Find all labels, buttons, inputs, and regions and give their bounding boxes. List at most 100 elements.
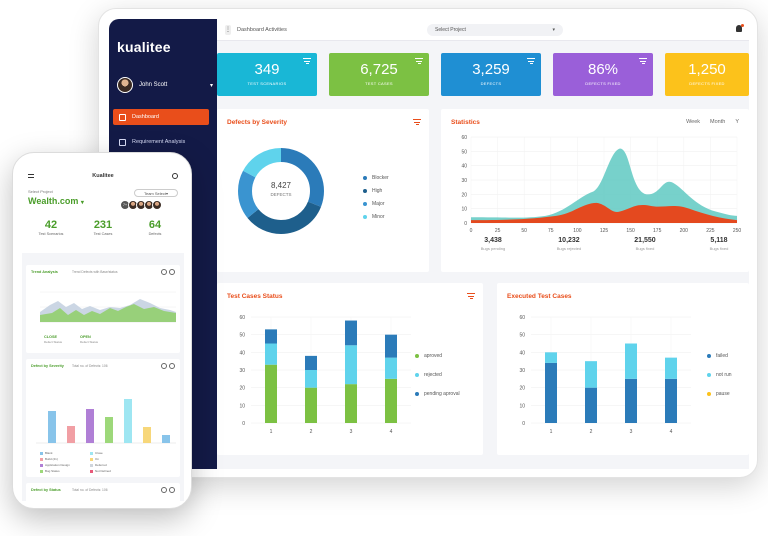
stat-card-defects-fixed[interactable]: 86% Defects Fixed	[553, 53, 653, 96]
brand-logo: kualitee	[117, 39, 171, 55]
sev-legend-item: Build (21)	[40, 457, 58, 461]
dashboard-icon	[119, 113, 126, 121]
metric-value: 42	[44, 219, 58, 231]
donut-center: 8,427 DEFECTS	[261, 181, 301, 197]
metric-value: 231	[93, 219, 113, 231]
x-tick-label: 200	[680, 228, 689, 234]
legend-label: Application Design	[45, 463, 70, 467]
bar-segment	[385, 378, 397, 423]
metric-test-scenarios[interactable]: 42 Test Scenarios	[26, 219, 76, 236]
team-avatars: 7+	[120, 200, 162, 210]
x-tick-label: 0	[470, 228, 473, 234]
stat-label: Defects Fixed	[689, 81, 725, 86]
minus-icon[interactable]	[161, 363, 167, 369]
test-status-panel: Test Cases Status 0 10 20 30 40 50 60 1 2 3 4 apro…	[217, 283, 483, 455]
stat-footer-value: 5,118	[710, 237, 728, 244]
filter-icon[interactable]	[527, 58, 535, 64]
tab-year[interactable]: Y	[735, 119, 739, 125]
main-area: ⋮ Dashboard Activities Select Project ▾ …	[217, 19, 749, 469]
y-tick-label: 30	[461, 178, 467, 184]
legend-swatch	[40, 469, 43, 473]
bar-segment	[305, 370, 317, 388]
metric-test-cases[interactable]: 231 Test Cases	[78, 219, 128, 236]
stat-card-test-scenarios[interactable]: 349 Test Scenarios	[217, 53, 317, 96]
legend-swatch	[90, 451, 93, 455]
more-icon[interactable]: ⋮	[225, 24, 231, 35]
project-select[interactable]: Select Project ▾	[427, 24, 563, 36]
legend-label: Close	[95, 451, 103, 455]
x-tick-label: 3	[630, 429, 633, 435]
bar-segment	[545, 352, 557, 363]
card-subtitle: Total no. of Defects: 106	[72, 488, 108, 492]
tab-week[interactable]: Week	[686, 119, 701, 125]
bar-segment	[665, 378, 677, 423]
filter-icon[interactable]	[415, 58, 423, 64]
bar	[162, 435, 170, 443]
x-tick-label: 2	[590, 429, 593, 435]
minus-icon[interactable]	[161, 269, 167, 275]
sidebar-item-dashboard[interactable]: Dashboard	[113, 109, 209, 125]
card-actions	[161, 487, 175, 493]
hamburger-icon[interactable]	[28, 174, 34, 178]
legend-label: failed	[716, 353, 728, 359]
stat-card-test-cases[interactable]: 6,725 Test Cases	[329, 53, 429, 96]
stat-footer-item: 3,438 Bugs pending	[463, 237, 523, 251]
stat-footer-label: Bugs rejected	[556, 246, 582, 251]
metric-defects[interactable]: 64 Defects	[130, 219, 180, 236]
user-menu[interactable]: John Scott ▾	[117, 77, 213, 93]
legend-label: Blocker	[372, 175, 389, 181]
panel-title: Defects by Severity	[227, 119, 287, 126]
y-tick-label: 60	[461, 135, 467, 141]
stat-value: 3,259	[472, 61, 510, 78]
filter-icon[interactable]	[303, 58, 311, 64]
project-name[interactable]: Wealth.com ▾	[28, 196, 84, 206]
sidebar-item-requirement-analysis[interactable]: Requirement Analysis	[113, 134, 209, 150]
legend-rejected: rejected	[415, 372, 442, 378]
x-tick-label: 150	[626, 228, 635, 234]
stat-card-defects-fixed-2[interactable]: 1,250 Defects Fixed	[665, 53, 749, 96]
area-series-teal	[471, 148, 737, 223]
legend-label: pause	[716, 391, 730, 397]
clock-icon[interactable]	[172, 173, 178, 179]
x-tick-label: 25	[495, 228, 501, 234]
sev-legend-item: Not Defined	[90, 469, 111, 473]
filter-icon[interactable]	[413, 119, 421, 125]
filter-icon[interactable]	[639, 58, 647, 64]
close-icon[interactable]	[169, 269, 175, 275]
stat-label: Defects Fixed	[585, 81, 621, 86]
phone-status-card: Defect by Status Total no. of Defects: 1…	[26, 483, 180, 501]
phone-topbar: Kualitee	[22, 169, 184, 183]
y-tick-label: 40	[239, 350, 245, 356]
legend-label: Bug Status	[45, 469, 60, 473]
team-select[interactable]: Team Select ▾	[134, 189, 178, 197]
stat-card-defects[interactable]: 3,259 Defects	[441, 53, 541, 96]
user-name: John Scott	[139, 82, 168, 88]
bell-icon[interactable]	[735, 24, 744, 34]
y-tick-label: 0	[242, 421, 245, 427]
x-tick-label: 175	[653, 228, 662, 234]
minus-icon[interactable]	[161, 487, 167, 493]
legend-dot	[415, 354, 419, 358]
sev-legend-item: Deferred	[90, 463, 107, 467]
legend-dot	[707, 373, 711, 377]
bar	[105, 417, 113, 443]
donut-total: 8,427	[270, 181, 292, 190]
close-icon[interactable]	[169, 487, 175, 493]
filter-icon[interactable]	[467, 293, 475, 299]
bar	[86, 409, 94, 443]
legend-label: Build (21)	[45, 457, 58, 461]
legend-label: Blank	[45, 451, 53, 455]
sev-legend-item: Bug Status	[40, 469, 60, 473]
card-title: Defect by Status	[31, 488, 61, 492]
legend-label: pending aproval	[424, 391, 460, 397]
y-tick-label: 60	[519, 315, 525, 321]
bar	[124, 399, 132, 443]
close-icon[interactable]	[169, 363, 175, 369]
y-tick-label: 50	[519, 333, 525, 339]
chevron-down-icon: ▾	[552, 27, 555, 33]
legend-dot	[363, 202, 367, 206]
tab-month[interactable]: Month	[710, 119, 726, 125]
x-tick-label: 1	[270, 429, 273, 435]
metric-label: Test Scenarios	[38, 232, 64, 236]
project-select-label: Select Project	[435, 27, 466, 33]
